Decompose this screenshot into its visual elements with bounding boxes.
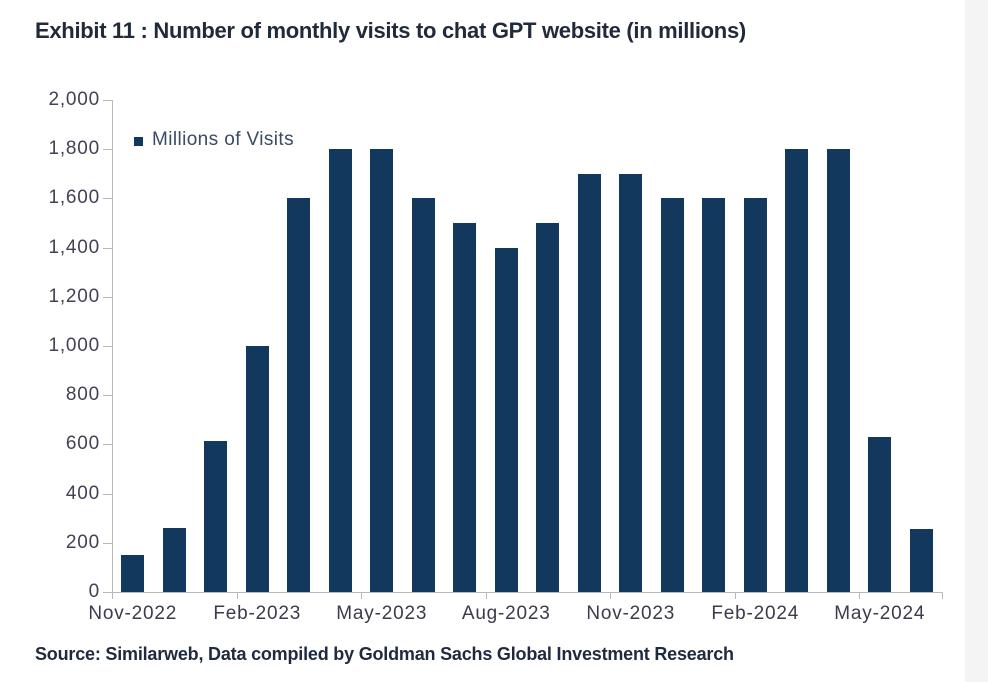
bar-Jul-2023	[453, 223, 477, 592]
y-axis-tick-label: 1,600	[48, 187, 100, 209]
y-axis-tick-label: 800	[65, 384, 100, 406]
y-axis-tick	[103, 149, 112, 151]
y-axis-tick-label: 1,800	[48, 138, 100, 160]
bar-Sep-2023	[536, 223, 560, 592]
x-axis-tick	[942, 593, 943, 599]
x-axis-tick	[361, 593, 362, 599]
y-axis-tick	[103, 346, 112, 347]
y-axis-tick-label: 600	[65, 433, 100, 455]
bar-Apr-2024	[826, 149, 850, 592]
legend-marker-icon	[134, 136, 143, 146]
x-axis-tick	[236, 593, 238, 599]
bar-Dec-2022	[162, 528, 186, 592]
bar-Nov-2023	[619, 173, 643, 592]
x-axis-tick	[734, 593, 736, 599]
y-axis-tick	[103, 100, 112, 101]
y-axis-tick	[103, 493, 112, 495]
y-axis-tick	[103, 542, 112, 544]
bar-Mar-2023	[287, 198, 311, 592]
y-axis-tick	[103, 247, 112, 249]
x-axis-tick-label: May-2023	[336, 603, 428, 624]
y-axis-tick-label: 1,000	[48, 335, 100, 356]
bar-Jun-2023	[411, 198, 435, 592]
bar-May-2023	[370, 149, 394, 592]
y-axis-tick-label: 1,200	[48, 285, 100, 307]
chart-title: Exhibit 11 : Number of monthly visits to…	[35, 18, 746, 43]
bar-Dec-2023	[660, 198, 684, 592]
y-axis-line	[112, 100, 113, 592]
bar-Aug-2023	[494, 247, 518, 592]
bar-Jun-2024	[909, 529, 933, 592]
bar-May-2024	[868, 437, 892, 592]
x-axis-tick-label: Feb-2023	[213, 603, 302, 624]
x-axis-tick	[859, 593, 860, 599]
y-axis-tick-label: 200	[65, 531, 100, 553]
x-axis-tick	[112, 593, 113, 599]
y-axis-tick	[103, 296, 112, 298]
source-note: Source: Similarweb, Data compiled by Gol…	[35, 644, 734, 664]
y-axis-tick-label: 400	[65, 482, 100, 504]
x-axis-tick-label: Aug-2023	[461, 603, 551, 624]
bar-Apr-2023	[328, 149, 352, 592]
x-axis-tick-label: Nov-2022	[88, 603, 178, 624]
bar-Mar-2024	[785, 149, 809, 592]
page-edge-strip	[965, 0, 988, 682]
bar-Feb-2023	[245, 346, 269, 592]
y-axis-tick	[103, 444, 112, 446]
x-axis-tick	[610, 593, 611, 599]
y-axis-tick	[103, 395, 112, 397]
x-axis-line	[105, 592, 943, 593]
bar-Jan-2024	[702, 198, 726, 592]
x-axis-tick-label: Nov-2023	[586, 603, 676, 624]
bar-Jan-2023	[204, 440, 228, 592]
x-axis-tick	[485, 593, 487, 599]
y-axis-tick-label: 2,000	[48, 89, 100, 110]
x-axis-tick-label: May-2024	[834, 603, 926, 624]
legend-label: Millions of Visits	[152, 129, 294, 150]
bar-Oct-2023	[577, 173, 601, 592]
bar-Feb-2024	[743, 198, 767, 592]
y-axis-tick-label: 1,400	[48, 236, 100, 258]
bar-Nov-2022	[121, 555, 145, 592]
y-axis-tick	[103, 198, 112, 200]
y-axis-tick-label: 0	[88, 581, 100, 602]
x-axis-tick-label: Feb-2024	[711, 603, 800, 624]
legend: Millions of Visits	[134, 129, 294, 151]
